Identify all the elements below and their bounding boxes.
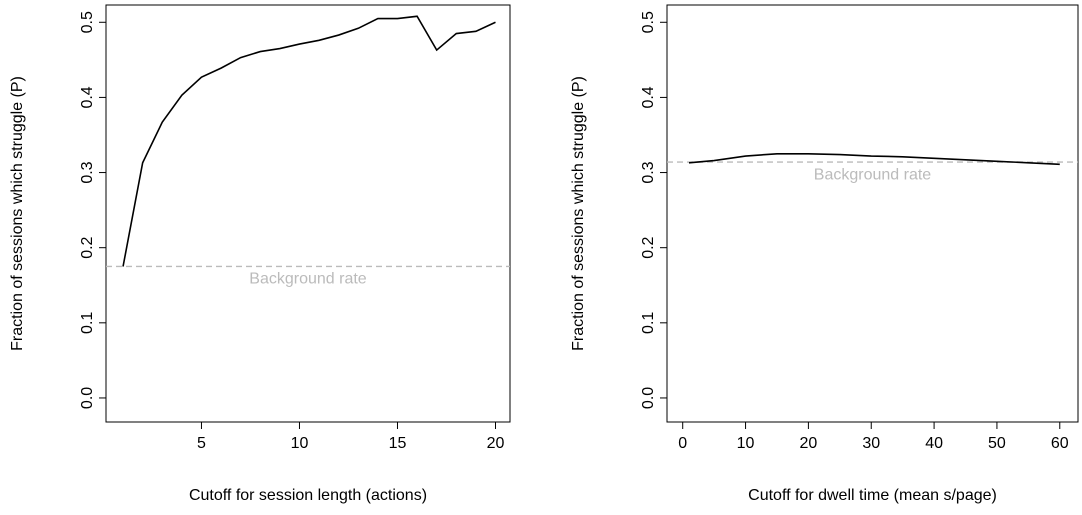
x-tick-label: 20 <box>487 435 505 452</box>
x-tick-label: 10 <box>737 435 755 452</box>
y-tick-label: 0.3 <box>640 161 657 183</box>
y-axis-label: Fraction of sessions which struggle (P) <box>570 76 587 351</box>
y-tick-label: 0.1 <box>79 312 96 334</box>
reference-label: Background rate <box>814 166 932 183</box>
x-axis-label: Cutoff for dwell time (mean s/page) <box>748 487 997 504</box>
x-axis-label: Cutoff for session length (actions) <box>189 487 427 504</box>
reference-label: Background rate <box>249 271 367 288</box>
y-tick-label: 0.4 <box>79 86 96 108</box>
y-tick-label: 0.1 <box>640 312 657 334</box>
y-tick-label: 0.5 <box>640 11 657 33</box>
y-tick-label: 0.5 <box>79 11 96 33</box>
x-tick-label: 5 <box>197 435 206 452</box>
y-axis-label: Fraction of sessions which struggle (P) <box>9 76 26 351</box>
plot-box <box>105 4 511 423</box>
x-tick-label: 50 <box>988 435 1006 452</box>
x-tick-label: 0 <box>678 435 687 452</box>
x-tick-label: 10 <box>291 435 309 452</box>
x-tick-label: 20 <box>800 435 818 452</box>
data-line <box>122 15 496 267</box>
y-tick-label: 0.2 <box>640 236 657 258</box>
x-tick-label: 40 <box>925 435 943 452</box>
data-line <box>688 152 1060 166</box>
y-tick-label: 0.2 <box>79 236 96 258</box>
y-tick-label: 0.4 <box>640 86 657 108</box>
y-tick-label: 0.3 <box>79 161 96 183</box>
plot-box <box>666 4 1079 423</box>
y-tick-label: 0.0 <box>640 387 657 409</box>
x-tick-label: 30 <box>862 435 880 452</box>
x-tick-label: 15 <box>389 435 407 452</box>
y-tick-label: 0.0 <box>79 387 96 409</box>
x-tick-label: 60 <box>1051 435 1069 452</box>
